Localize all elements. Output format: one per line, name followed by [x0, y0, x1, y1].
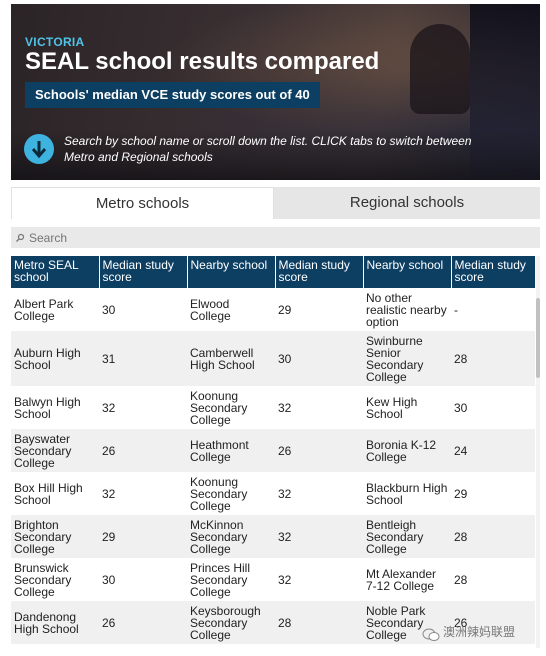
table-cell: 26: [451, 601, 535, 644]
column-header[interactable]: Median study score: [99, 256, 188, 288]
table-row: Bayswater Secondary College 26 Heathmont…: [11, 429, 535, 472]
table-cell: Bentleigh Secondary College: [363, 515, 451, 558]
wechat-icon: [422, 626, 440, 641]
table-cell: Blackburn High School: [363, 472, 451, 515]
tab-regional-schools[interactable]: Regional schools: [274, 187, 540, 219]
table-cell: Koonung Secondary College: [187, 386, 275, 429]
page-subtitle: Schools' median VCE study scores out of …: [25, 82, 320, 108]
tab-metro-schools[interactable]: Metro schools: [11, 187, 274, 219]
table-cell: Koonung Secondary College: [187, 472, 275, 515]
results-table: Metro SEAL school Median study score Nea…: [11, 256, 535, 644]
school-tabs: Metro schools Regional schools: [11, 187, 540, 219]
column-header[interactable]: Median study score: [451, 256, 535, 288]
table-cell: Princes Hill Secondary College: [187, 558, 275, 601]
table-row: Dandenong High School 26 Keysborough Sec…: [11, 601, 535, 644]
table-cell: 28: [451, 558, 535, 601]
page-title: SEAL school results compared: [25, 48, 380, 75]
column-header[interactable]: Metro SEAL school: [11, 256, 100, 288]
table-cell: 32: [99, 386, 187, 429]
watermark: 澳洲辣妈联盟: [422, 620, 542, 644]
table-cell: Brunswick Secondary College: [11, 558, 99, 601]
search-bar: [11, 227, 540, 248]
table-header-row: Metro SEAL school Median study score Nea…: [11, 256, 535, 288]
table-cell: McKinnon Secondary College: [187, 515, 275, 558]
table-cell: -: [451, 288, 535, 331]
search-input[interactable]: [29, 227, 529, 248]
watermark-text: 澳洲辣妈联盟: [443, 625, 516, 639]
table-cell: Box Hill High School: [11, 472, 99, 515]
hero-photo-student: [410, 24, 470, 114]
table-cell: Swinburne Senior Secondary College: [363, 331, 451, 386]
table-row: Auburn High School 31 Camberwell High Sc…: [11, 331, 535, 386]
search-icon: [15, 230, 25, 242]
instruction-text: Search by school name or scroll down the…: [64, 134, 472, 164]
table-cell: No other realistic nearby option: [363, 288, 451, 331]
column-header[interactable]: Nearby school: [363, 256, 452, 288]
table-cell: Camberwell High School: [187, 331, 275, 386]
table-cell: Auburn High School: [11, 331, 99, 386]
table-cell: 31: [99, 331, 187, 386]
scrollbar-thumb[interactable]: [536, 298, 540, 378]
table-row: Brighton Secondary College 29 McKinnon S…: [11, 515, 535, 558]
table-cell: 28: [451, 331, 535, 386]
table-cell: 30: [275, 331, 363, 386]
table-cell: Brighton Secondary College: [11, 515, 99, 558]
table-cell: Bayswater Secondary College: [11, 429, 99, 472]
table-cell: 24: [451, 429, 535, 472]
table-cell: 30: [99, 288, 187, 331]
hero-photo-desks: [11, 130, 540, 180]
kicker-label: VICTORIA: [25, 35, 85, 49]
table-cell: 29: [99, 515, 187, 558]
table-scrollbar[interactable]: [536, 256, 540, 648]
table-cell: 32: [99, 472, 187, 515]
table-cell: 32: [275, 558, 363, 601]
table-cell: 26: [99, 429, 187, 472]
table-cell: Boronia K-12 College: [363, 429, 451, 472]
table-row: Brunswick Secondary College 30 Princes H…: [11, 558, 535, 601]
table-cell: Keysborough Secondary College: [187, 601, 275, 644]
table-cell: 29: [275, 288, 363, 331]
table-cell: 32: [275, 515, 363, 558]
table-cell: Kew High School: [363, 386, 451, 429]
column-header[interactable]: Median study score: [275, 256, 364, 288]
table-cell: Heathmont College: [187, 429, 275, 472]
table-row: Box Hill High School 32 Koonung Secondar…: [11, 472, 535, 515]
table-cell: 28: [275, 601, 363, 644]
table-cell: Elwood College: [187, 288, 275, 331]
table-cell: 28: [451, 515, 535, 558]
results-table-container: Metro SEAL school Median study score Nea…: [11, 256, 535, 648]
table-cell: 29: [451, 472, 535, 515]
table-cell: 26: [275, 429, 363, 472]
table-row: Albert Park College 30 Elwood College 29…: [11, 288, 535, 331]
table-cell: 30: [451, 386, 535, 429]
table-cell: 32: [275, 386, 363, 429]
table-cell: Albert Park College: [11, 288, 99, 331]
column-header[interactable]: Nearby school: [187, 256, 276, 288]
table-cell: 26: [99, 601, 187, 644]
table-cell: 30: [99, 558, 187, 601]
table-cell: Dandenong High School: [11, 601, 99, 644]
table-cell: Balwyn High School: [11, 386, 99, 429]
table-cell: Mt Alexander 7-12 College: [363, 558, 451, 601]
arrow-down-circle-icon: [24, 134, 54, 164]
table-cell: 32: [275, 472, 363, 515]
hero-banner: VICTORIA SEAL school results compared Sc…: [11, 4, 540, 180]
table-row: Balwyn High School 32 Koonung Secondary …: [11, 386, 535, 429]
